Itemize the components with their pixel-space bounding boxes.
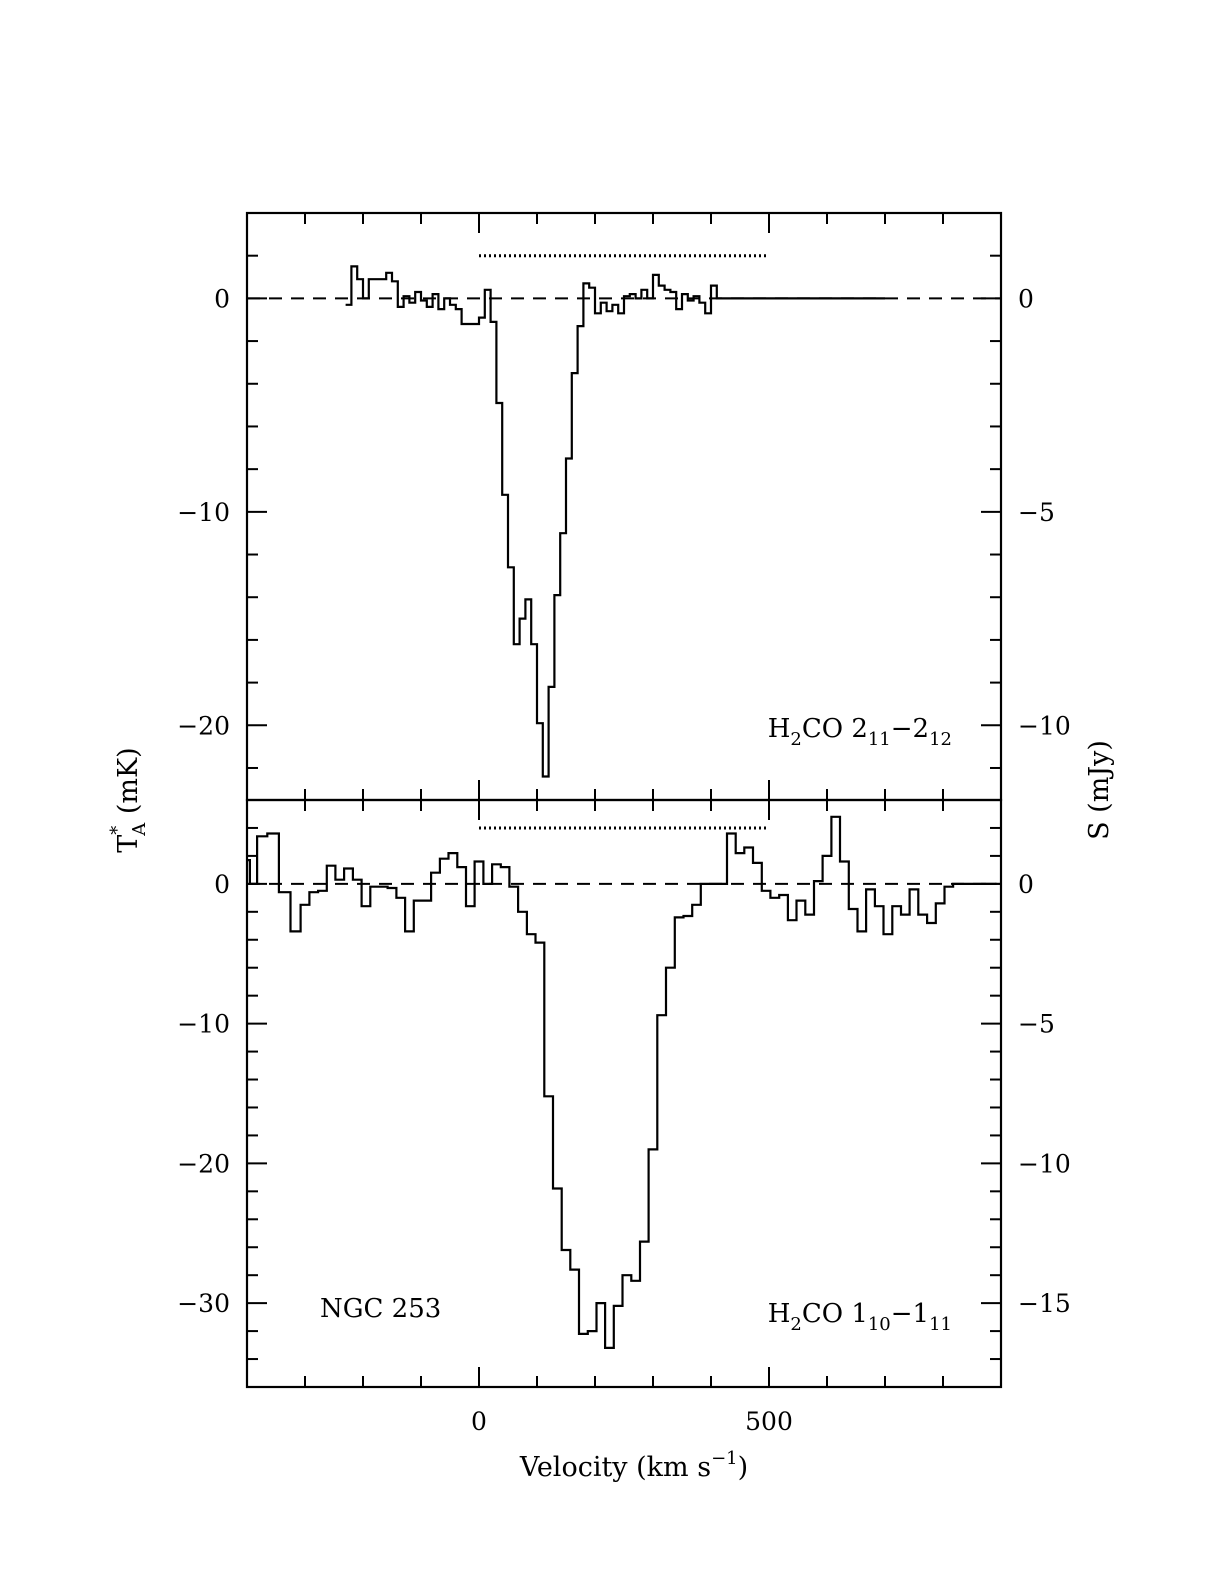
spectrum-series-0 [247, 815, 997, 1349]
transition-label-part: 12 [929, 729, 952, 750]
transition-label-part: 11 [868, 729, 891, 750]
transition-label-part: −1 [891, 1299, 929, 1329]
y-tick-label-left: −20 [177, 1149, 230, 1178]
y-tick-label-right: −10 [1018, 1149, 1071, 1178]
transition-label: H2CO 110−111 [768, 1299, 952, 1335]
transition-label-part: CO 2 [802, 714, 868, 744]
y-tick-label-right: 0 [1018, 284, 1034, 313]
transition-label-part: H [768, 714, 791, 744]
transition-label-part: 11 [929, 1314, 952, 1335]
y-tick-label-left: −10 [177, 1010, 230, 1039]
y-tick-label-left: 0 [214, 870, 230, 899]
transition-label-part: 2 [790, 1314, 801, 1335]
y-tick-label-left: 0 [214, 284, 230, 313]
source-label: NGC 253 [320, 1294, 441, 1324]
x-tick-label: 0 [471, 1407, 487, 1436]
x-axis-title: Velocity (km s−1) [519, 1448, 748, 1483]
transition-label-part: 10 [868, 1314, 891, 1335]
transition-label-part: CO 1 [802, 1299, 868, 1329]
y-tick-label-right: −5 [1018, 1010, 1055, 1039]
transition-label-part: −2 [891, 714, 929, 744]
x-tick-label: 500 [745, 1407, 793, 1436]
y-tick-label-right: −10 [1018, 711, 1071, 740]
transition-label-part: H [768, 1299, 791, 1329]
transition-label-part: 2 [790, 729, 801, 750]
bottom-panel: 0 500 0 −10 −20 −30 0 −5 −10 −15 H2CO 110−111 NGC 2… [177, 798, 1071, 1436]
spectrum-series-0 [345, 265, 885, 778]
y-tick-label-right: 0 [1018, 870, 1034, 899]
y-tick-label-left: −20 [177, 711, 230, 740]
y-tick-label-left: −30 [177, 1289, 230, 1318]
top-panel: 0 −10 −20 0 −5 −10 H2CO 211−212 [177, 211, 1071, 802]
transition-label: H2CO 211−212 [768, 714, 952, 750]
y-axis-title-left: T*A (mK) [107, 747, 150, 852]
y-tick-label-left: −10 [177, 498, 230, 527]
y-tick-label-right: −15 [1018, 1289, 1071, 1318]
plot-frame [245, 798, 1003, 1389]
y-axis-title-right: S (mJy) [1084, 740, 1115, 840]
y-tick-label-right: −5 [1018, 498, 1055, 527]
